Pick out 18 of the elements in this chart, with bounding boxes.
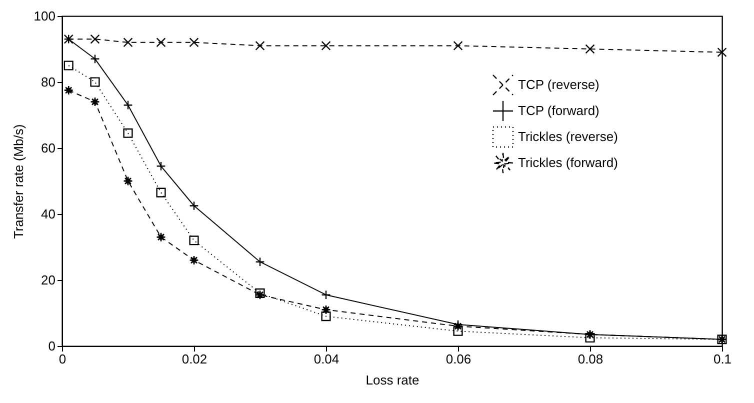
x-tick-label: 0.06 [446,352,472,366]
x-tick-label: 0.08 [578,352,604,366]
x-tick-label: 0.1 [713,352,732,366]
y-tick-label: 60 [41,140,56,156]
legend-label: TCP (forward) [518,103,600,118]
legend-label: Trickles (forward) [518,155,618,170]
x-tick-label: 0.04 [314,352,340,366]
y-tick-label: 20 [41,272,56,288]
legend-label: Trickles (reverse) [518,129,618,144]
x-tick-label: 0.02 [182,352,208,366]
legend-label: TCP (reverse) [518,77,600,92]
y-tick-label: 80 [41,74,56,90]
x-tick-label: 0 [58,352,66,366]
y-tick-label: 0 [48,338,56,354]
x-axis-title: Loss rate [366,372,420,388]
y-axis-title: Transfer rate (Mb/s) [10,124,26,239]
y-tick-label: 100 [34,8,56,24]
y-tick-label: 40 [41,206,56,222]
